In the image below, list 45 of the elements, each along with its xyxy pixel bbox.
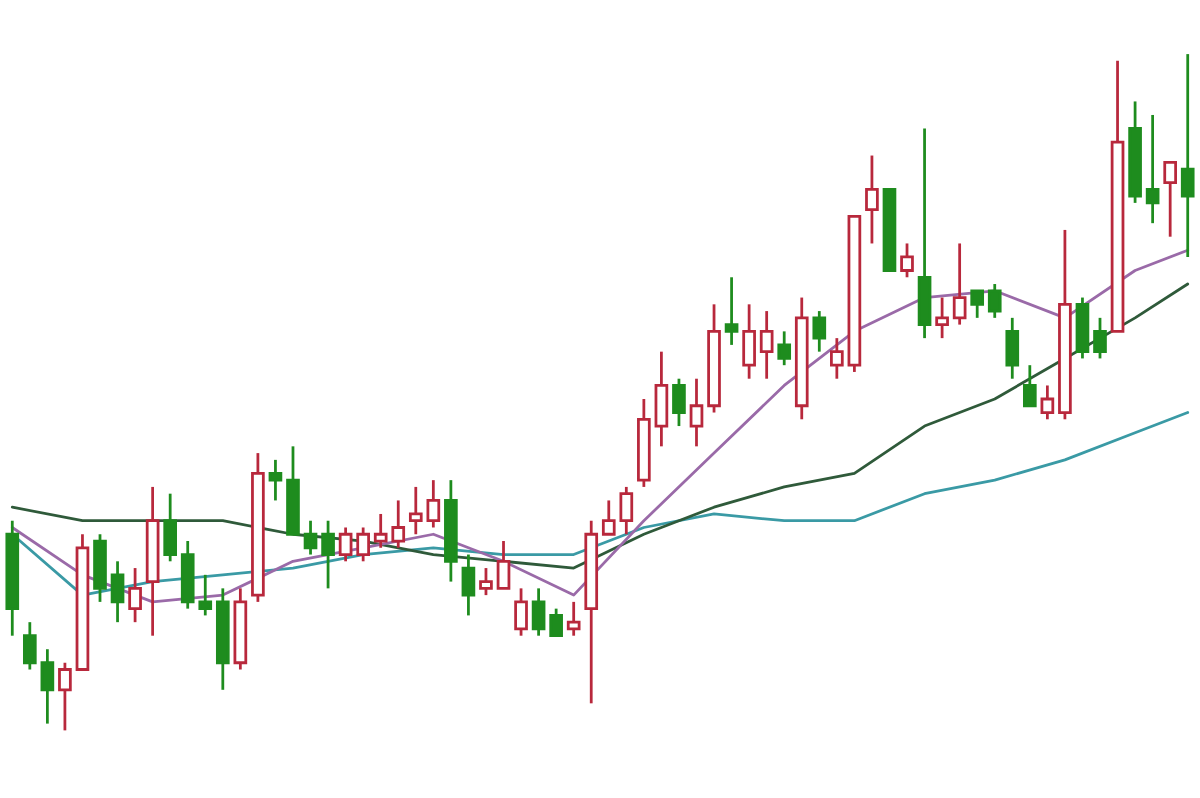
candlestick [1180, 52, 1195, 259]
candlestick [865, 154, 879, 245]
candlestick [970, 289, 985, 320]
candlestick [672, 377, 686, 428]
candlestick [531, 586, 546, 638]
candlestick [900, 242, 914, 279]
candlestick [321, 519, 335, 590]
candlestick [549, 607, 563, 638]
candlestick [110, 559, 125, 624]
candlestick [163, 492, 177, 563]
candlestick [1163, 160, 1177, 239]
candlestick [1023, 363, 1037, 408]
candlestick [128, 566, 142, 624]
candlestick [514, 586, 528, 638]
candlestick [426, 478, 441, 529]
candlestick [759, 309, 774, 381]
candlestick [1005, 316, 1020, 381]
candlestick [58, 661, 72, 732]
candlestick [268, 458, 283, 502]
candlestick [1075, 296, 1090, 360]
candlestick [479, 566, 493, 597]
candlestick [461, 553, 476, 617]
candlestick [23, 620, 37, 671]
candlestick [935, 296, 949, 340]
candlestick [689, 377, 704, 448]
candlestick [338, 526, 353, 563]
candlestick [1093, 316, 1107, 360]
candlestick [830, 336, 844, 381]
candlestick [1040, 384, 1055, 421]
candlestick [917, 127, 932, 340]
candlestick [812, 309, 827, 354]
candlestick [356, 526, 370, 563]
candlestick [1145, 113, 1160, 225]
candlestick [40, 647, 55, 725]
candlestick [742, 302, 756, 381]
candlestick [496, 539, 511, 590]
candlestick [408, 485, 423, 536]
candlestick [724, 275, 739, 347]
candlestick [987, 282, 1002, 320]
candlestick [952, 242, 967, 326]
candlestick [777, 329, 792, 367]
candlestick [654, 350, 669, 448]
candlestick [93, 532, 107, 604]
candlestick [566, 600, 581, 638]
candlestick [303, 519, 318, 556]
